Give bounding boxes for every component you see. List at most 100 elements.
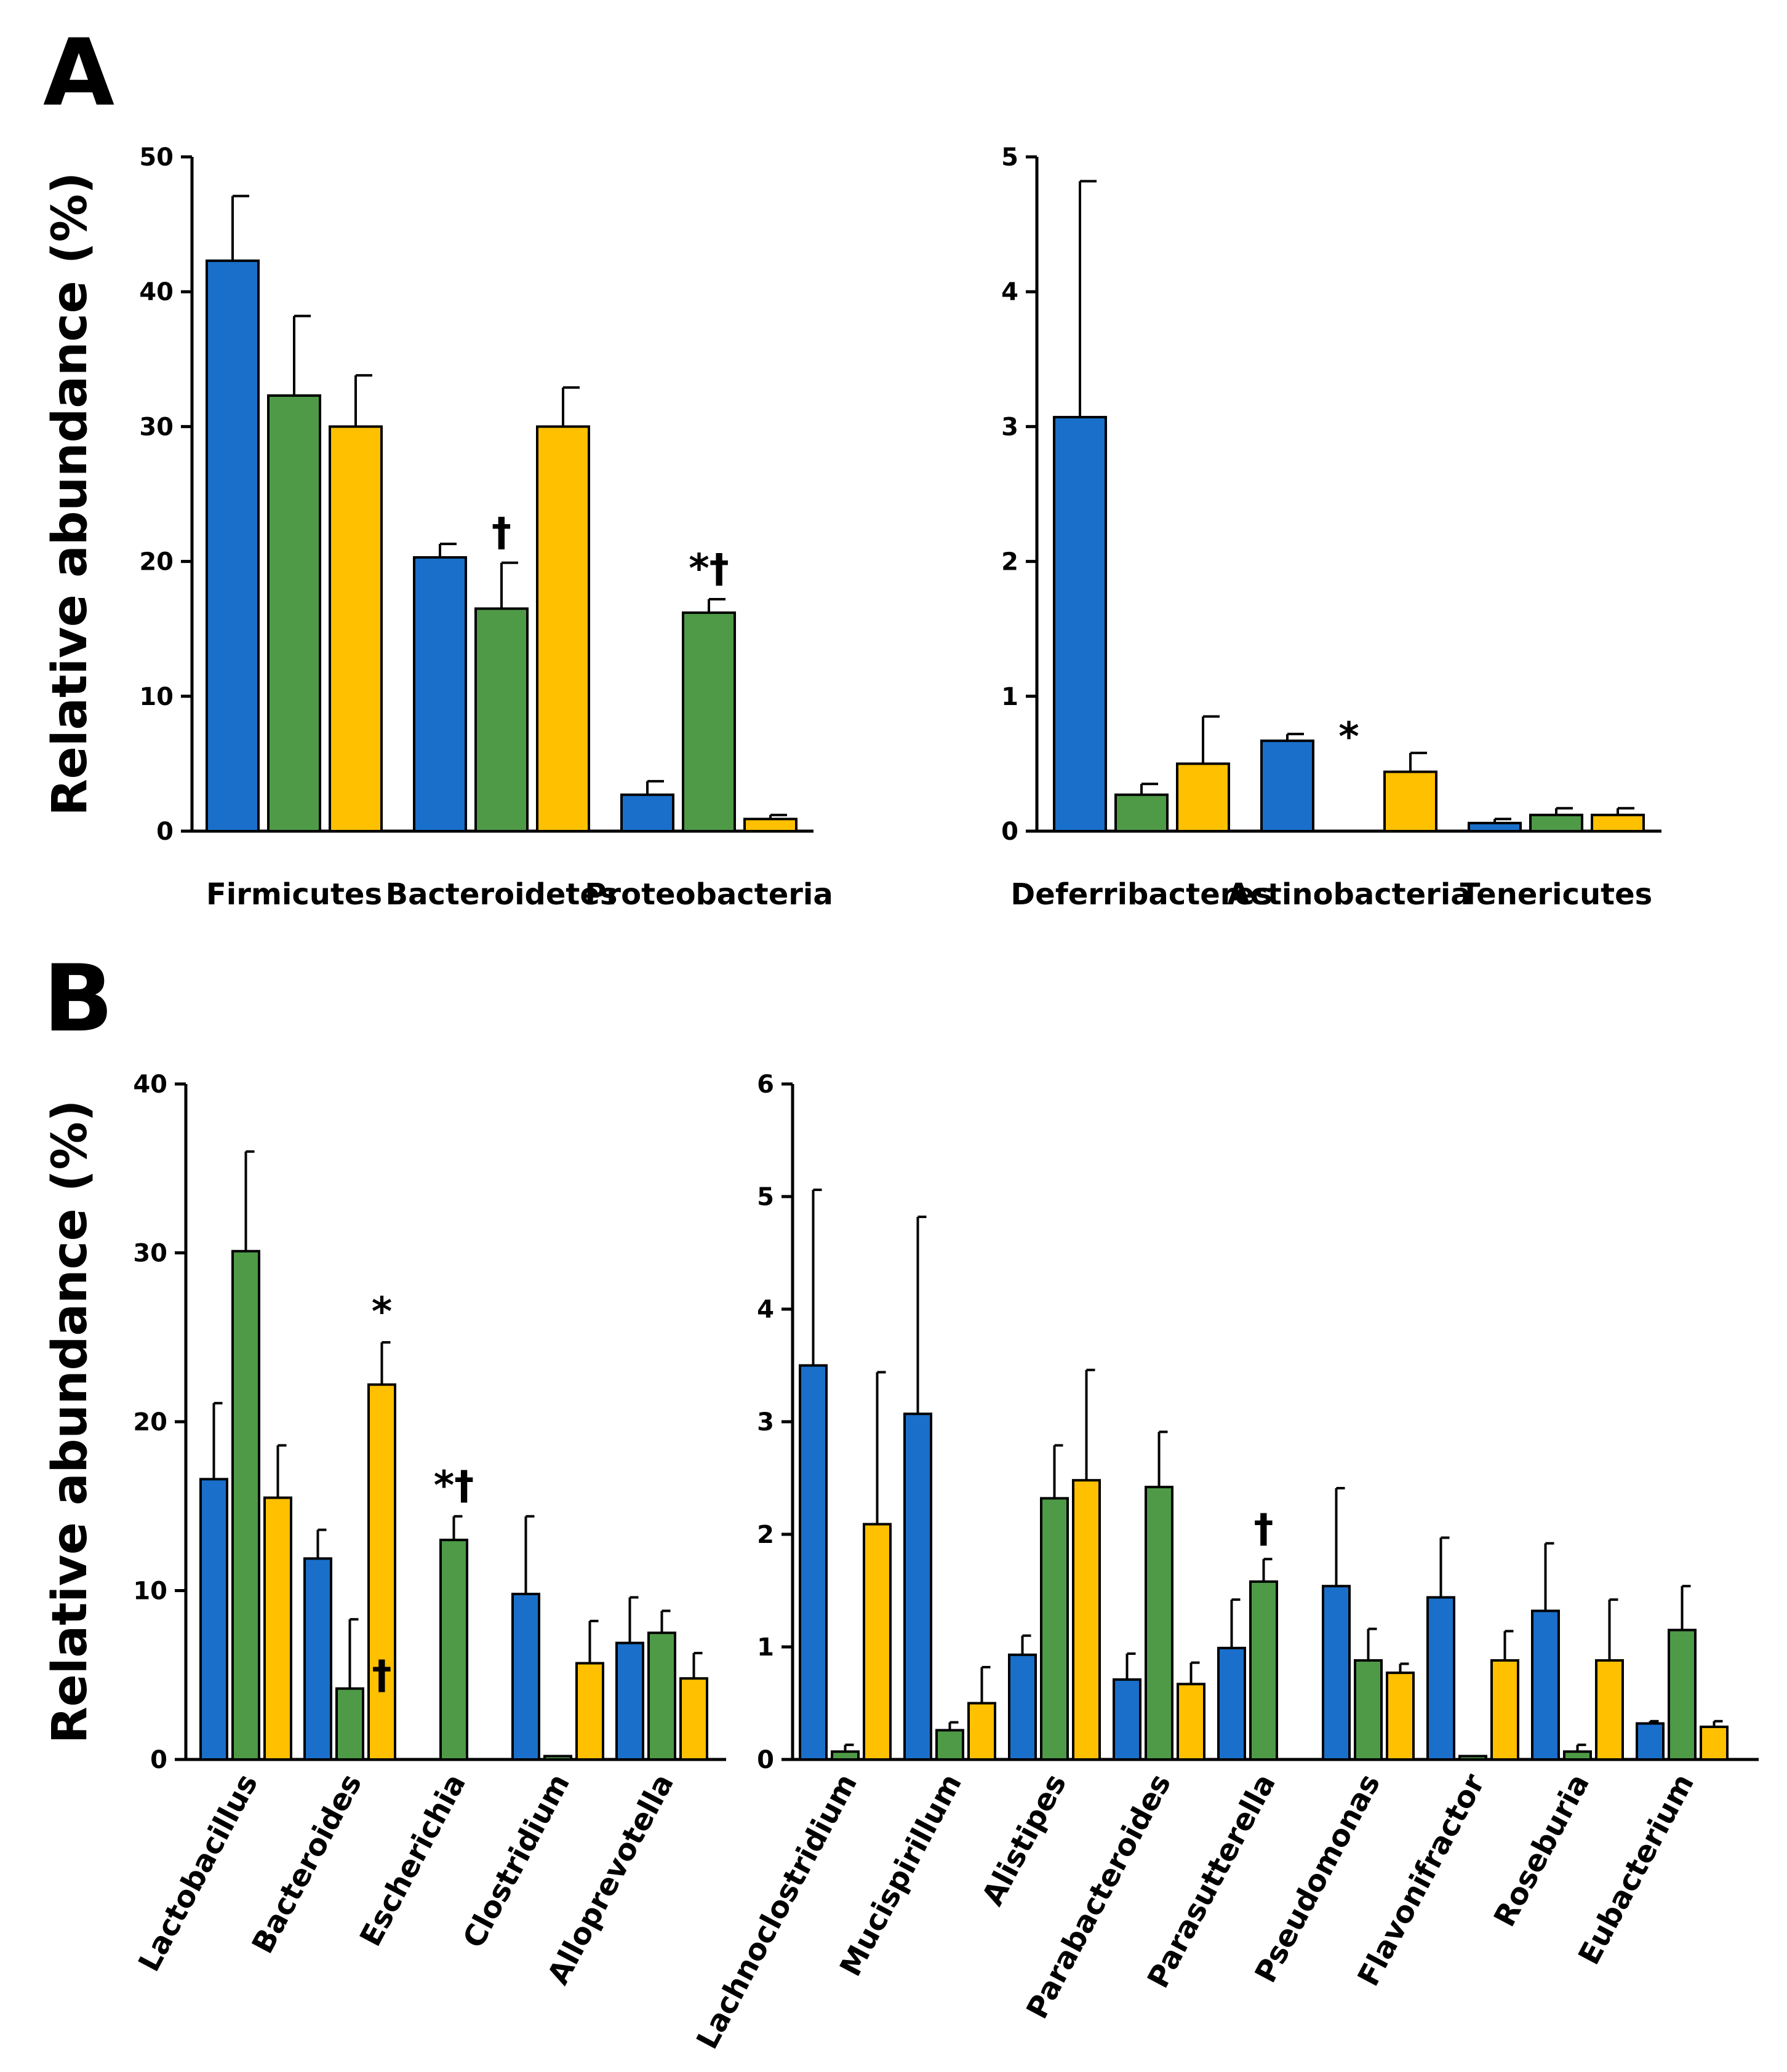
bar-group-blue	[1322, 1585, 1351, 1761]
bar-group-green	[1458, 1755, 1487, 1761]
bar-group-green	[267, 394, 321, 832]
y-tick-label: 3	[1001, 413, 1018, 441]
category-label: Bacteroides	[246, 1768, 369, 1959]
y-tick-label: 0	[1001, 818, 1018, 846]
y-tick-label: 2	[1001, 548, 1018, 576]
y-tick-label: 0	[150, 1746, 167, 1774]
bar-group-yellow	[1591, 813, 1645, 833]
category-label: Lachnoclostridium	[690, 1768, 864, 2054]
bar-group-blue	[903, 1413, 932, 1761]
y-tick-label: 10	[133, 1577, 167, 1606]
bar-group-yellow	[575, 1662, 604, 1761]
y-tick-label: 40	[133, 1070, 167, 1099]
chart-genus-major: 0 10 20 30 40 Relative abundance (%) Lactobaci…	[42, 1070, 726, 1990]
y-tick-label: 4	[1001, 278, 1018, 306]
category-label: Deferribacteres	[1010, 877, 1272, 912]
bar-group-green	[474, 607, 529, 832]
category-label: Eubacterium	[1572, 1768, 1701, 1970]
category-label: Alistipes	[975, 1768, 1073, 1911]
significance-mark: *	[1338, 714, 1359, 760]
y-tick-label: 0	[156, 818, 174, 846]
significance-mark: *†	[434, 1464, 474, 1509]
bar-group-blue	[1636, 1722, 1665, 1761]
bar-group-green	[1563, 1750, 1592, 1761]
bar-group-blue	[1426, 1596, 1455, 1761]
bar-group-yellow	[1700, 1725, 1729, 1761]
bar-group-green	[1249, 1580, 1278, 1761]
bar-group-green	[1145, 1486, 1173, 1761]
significance-mark: *†	[689, 546, 729, 592]
y-tick-label: 6	[757, 1070, 774, 1099]
y-tick-label: 20	[139, 548, 174, 576]
bar-group-green	[1040, 1497, 1069, 1761]
bar-group-yellow	[1490, 1659, 1519, 1761]
bar-group-yellow	[1595, 1659, 1624, 1761]
category-label: Proteobacteria	[585, 877, 833, 912]
bar-group-blue	[511, 1592, 540, 1761]
bar-group-yellow	[1072, 1479, 1101, 1761]
y-tick-label: 20	[133, 1408, 167, 1436]
bar-group-blue	[1260, 739, 1314, 832]
bar-group-green	[231, 1249, 260, 1761]
category-label: Escherichia	[353, 1768, 473, 1951]
y-tick-label: 50	[139, 143, 174, 172]
bar-group-yellow	[1177, 1683, 1205, 1761]
bar-group-green	[1354, 1659, 1383, 1761]
bar-group-green	[935, 1729, 964, 1761]
bar-group-yellow	[1176, 762, 1230, 833]
category-label: Lactobacillus	[132, 1768, 265, 1977]
y-tick-label: 5	[757, 1183, 774, 1211]
bar-group-green	[1668, 1628, 1697, 1761]
chart-phylum-major: 0 10 20 30 40 50 Relative abundance (%) Firmicu…	[42, 143, 833, 912]
bar-group-blue	[1113, 1678, 1141, 1761]
bar-group-blue	[413, 556, 467, 832]
bar-group-green	[1114, 793, 1169, 833]
chart-phylum-minor: 0 1 2 3 4 5 DeferribacteresActinobacteriaTener…	[1001, 143, 1661, 912]
category-label: Bacteroidetes	[385, 877, 617, 912]
bar-group-green	[1529, 813, 1583, 833]
significance-mark: †	[372, 1653, 392, 1699]
bar-group-green	[439, 1539, 468, 1761]
bar-group-yellow	[967, 1702, 996, 1761]
bar-group-blue	[1053, 416, 1107, 832]
bar-group-blue	[1531, 1609, 1560, 1761]
category-label: Tenericutes	[1460, 877, 1652, 912]
bar-group-yellow	[536, 425, 590, 832]
panel-label-b: B	[43, 946, 113, 1053]
y-tick-label: 10	[139, 683, 174, 711]
bar-group-green	[831, 1750, 860, 1761]
panel-label-a: A	[43, 20, 114, 127]
category-label: Actinobacteria	[1227, 877, 1470, 912]
bar-group-blue	[303, 1557, 332, 1761]
bar-group-yellow	[679, 1677, 708, 1761]
bar-group-blue	[199, 1478, 228, 1761]
bar-group-green	[647, 1632, 676, 1761]
bar-group-yellow	[367, 1383, 396, 1761]
bar-group-yellow	[1383, 770, 1437, 832]
y-axis-title: Relative abundance (%)	[42, 172, 98, 816]
y-tick-label: 2	[757, 1521, 774, 1549]
y-tick-label: 40	[139, 278, 174, 306]
significance-mark: †	[492, 510, 511, 556]
bar-group-yellow	[263, 1496, 292, 1761]
category-label: Clostridium	[457, 1768, 577, 1953]
bar-group-yellow	[1386, 1672, 1415, 1761]
bar-group-yellow	[329, 425, 383, 832]
y-tick-label: 3	[757, 1408, 774, 1436]
bar-group-blue	[1468, 821, 1522, 833]
bar-group-yellow	[743, 818, 798, 832]
y-tick-label: 5	[1001, 143, 1018, 172]
y-tick-label: 0	[757, 1746, 774, 1774]
significance-mark: *	[372, 1289, 392, 1335]
bar-group-blue	[1008, 1653, 1037, 1761]
y-tick-label: 4	[757, 1296, 774, 1324]
bar-group-yellow	[863, 1523, 892, 1761]
bar-group-green	[335, 1687, 364, 1761]
y-tick-label: 30	[133, 1240, 167, 1268]
y-axis-title: Relative abundance (%)	[42, 1100, 98, 1744]
bar-group-blue	[620, 793, 674, 833]
y-tick-label: 1	[757, 1633, 774, 1662]
bar-group-blue	[615, 1641, 644, 1761]
